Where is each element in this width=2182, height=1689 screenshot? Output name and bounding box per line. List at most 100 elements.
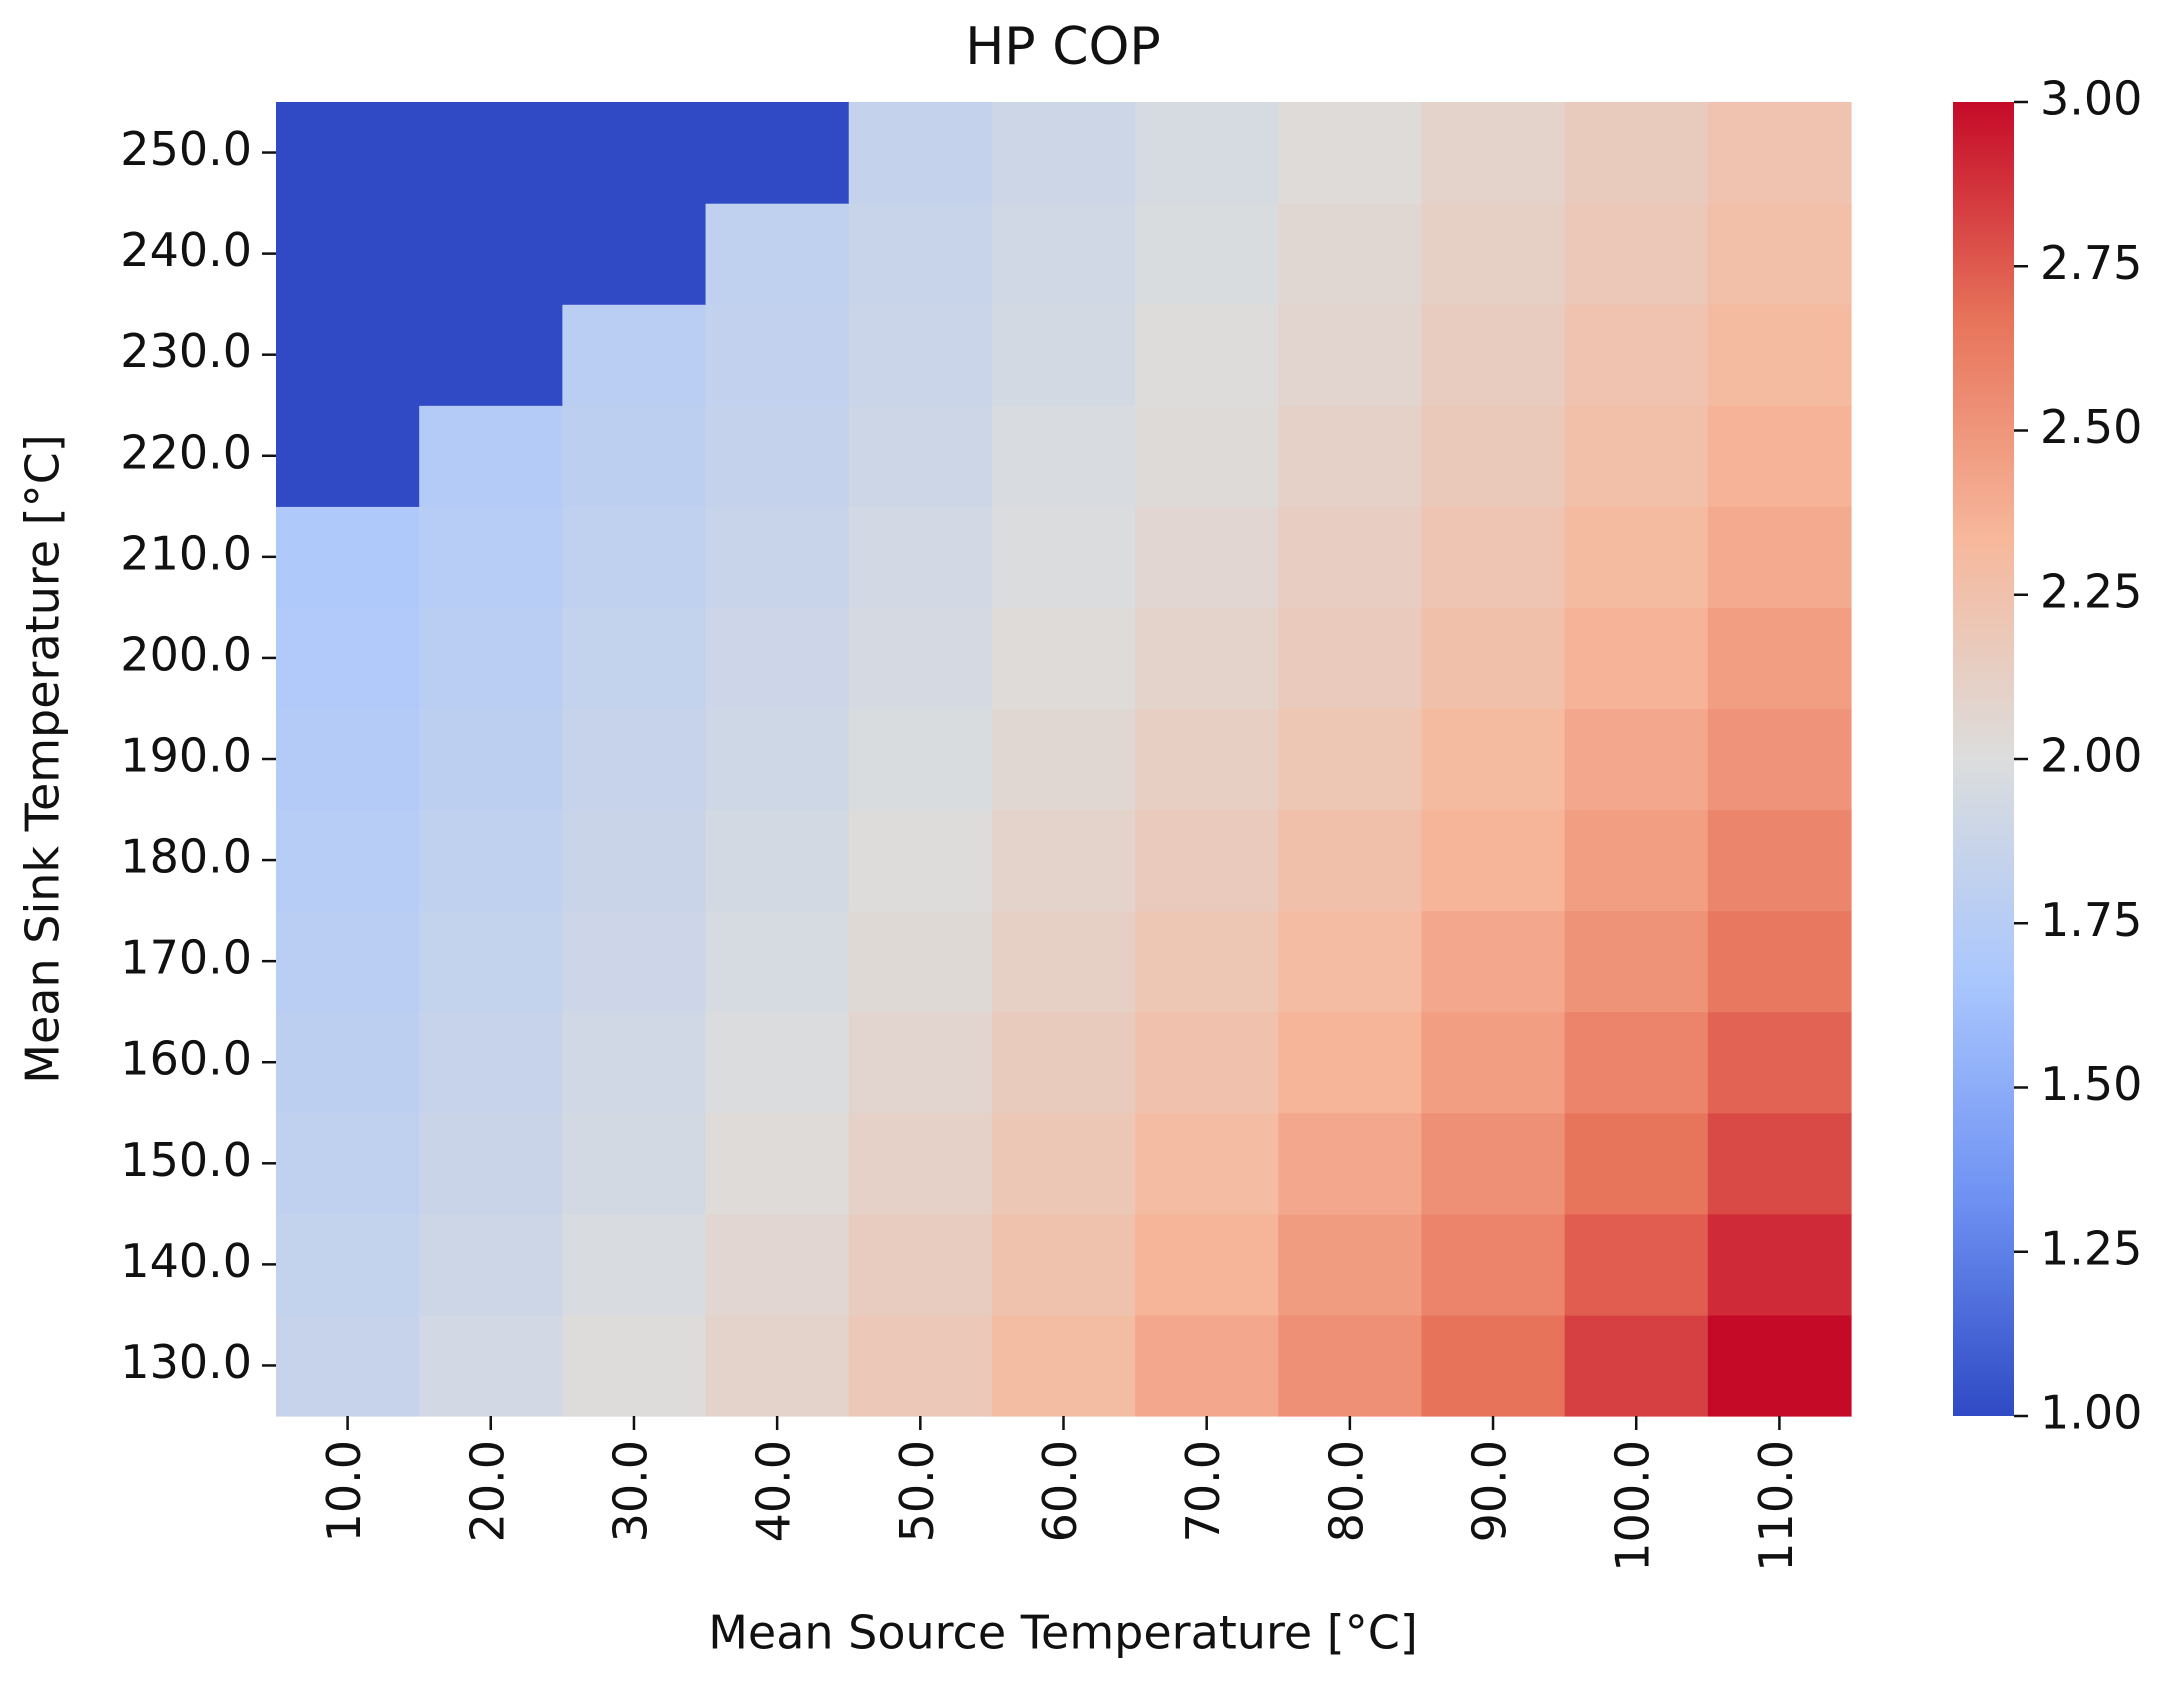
heatmap-cell: [1564, 102, 1709, 204]
heatmap-cell: [1278, 708, 1423, 811]
colorbar-tick-label: 2.50: [2040, 400, 2142, 454]
heatmap-cell: [1421, 405, 1566, 507]
colorbar-tick-label: 2.00: [2040, 729, 2142, 783]
heatmap-cell: [705, 1011, 850, 1114]
colorbar-tick-label: 2.75: [2040, 236, 2142, 290]
heatmap-cell: [562, 1314, 707, 1417]
heatmap-cell: [1421, 1112, 1566, 1215]
heatmap-cell: [419, 506, 563, 608]
heatmap-cell: [991, 910, 1136, 1013]
y-tick-label: 190.0: [120, 729, 252, 783]
heatmap-cell: [1421, 203, 1566, 305]
heatmap-cell: [1564, 405, 1709, 507]
y-tick-label: 150.0: [120, 1133, 252, 1187]
heatmap-cell: [1135, 1011, 1279, 1114]
heatmap-cell: [1707, 708, 1852, 811]
heatmap-cell: [276, 607, 420, 710]
heatmap-cell: [276, 1314, 420, 1417]
heatmap-cell: [1278, 304, 1423, 406]
heatmap-cell: [991, 809, 1136, 912]
heatmap-cell: [848, 809, 993, 912]
heatmap-cell: [419, 1314, 563, 1417]
heatmap-cell: [1564, 1213, 1709, 1316]
heatmap-cell: [1564, 304, 1709, 406]
heatmap-cell: [705, 102, 850, 204]
x-tick-label: 60.0: [1033, 1440, 1087, 1542]
heatmap-cell: [419, 102, 563, 204]
heatmap-cell: [848, 405, 993, 507]
heatmap-cell: [848, 910, 993, 1013]
x-tick-label: 20.0: [460, 1440, 514, 1542]
x-tick-label: 40.0: [747, 1440, 801, 1542]
heatmap-cell: [991, 1011, 1136, 1114]
heatmap-cell: [848, 1011, 993, 1114]
heatmap-cell: [991, 203, 1136, 305]
heatmap-cell: [705, 304, 850, 406]
y-tick-label: 220.0: [120, 425, 252, 479]
heatmap-cell: [1278, 910, 1423, 1013]
heatmap-cell: [1564, 809, 1709, 912]
heatmap-cell: [1421, 506, 1566, 608]
heatmap-cell: [848, 102, 993, 204]
x-tick-label: 50.0: [890, 1440, 944, 1542]
heatmap-cell: [1421, 1314, 1566, 1417]
heatmap-cell: [562, 506, 707, 608]
x-tick-label: 10.0: [317, 1440, 371, 1542]
heatmap-cell: [1707, 102, 1852, 204]
heatmap-cell: [991, 1314, 1136, 1417]
heatmap-cell: [562, 607, 707, 710]
heatmap-cell: [848, 304, 993, 406]
heatmap-cell: [276, 1011, 420, 1114]
x-axis-label: Mean Source Temperature [°C]: [708, 1606, 1418, 1660]
heatmap-cell: [1135, 708, 1279, 811]
heatmap-cell: [562, 203, 707, 305]
heatmap-cell: [705, 910, 850, 1013]
heatmap-cell: [562, 708, 707, 811]
x-tick-label: 100.0: [1606, 1440, 1660, 1572]
heatmap-cell: [1278, 1314, 1423, 1417]
heatmap-cell: [705, 506, 850, 608]
chart-title: HP COP: [965, 17, 1161, 77]
heatmap-cell: [848, 203, 993, 305]
heatmap-cell: [1564, 1011, 1709, 1114]
y-tick-label: 200.0: [120, 627, 252, 681]
heatmap-cell: [276, 809, 420, 912]
heatmap-cell: [705, 1213, 850, 1316]
heatmap-cell: [705, 708, 850, 811]
heatmap-cell: [562, 304, 707, 406]
heatmap-cell: [1707, 304, 1852, 406]
heatmap-cell: [848, 1112, 993, 1215]
heatmap-cell: [705, 203, 850, 305]
heatmap-cell: [1421, 910, 1566, 1013]
y-tick-label: 250.0: [120, 122, 252, 176]
heatmap-cell: [419, 304, 563, 406]
heatmap-cell: [1278, 809, 1423, 912]
heatmap-cell: [562, 102, 707, 204]
heatmap-cell: [1421, 708, 1566, 811]
heatmap-cell: [848, 506, 993, 608]
heatmap-cell: [1135, 1213, 1279, 1316]
x-tick-label: 70.0: [1176, 1440, 1230, 1542]
heatmap-cell: [1135, 506, 1279, 608]
heatmap-cell: [276, 203, 420, 305]
y-tick-label: 240.0: [120, 223, 252, 277]
y-tick-label: 180.0: [120, 830, 252, 884]
heatmap-cell: [705, 405, 850, 507]
heatmap-cell: [1564, 910, 1709, 1013]
heatmap-cell: [1564, 203, 1709, 305]
heatmap-cell: [1135, 910, 1279, 1013]
heatmap-cell: [1564, 708, 1709, 811]
heatmap-cell: [276, 910, 420, 1013]
heatmap-cell: [1707, 1112, 1852, 1215]
heatmap-cell: [1278, 1112, 1423, 1215]
heatmap-cell: [562, 809, 707, 912]
heatmap-cell: [1707, 203, 1852, 305]
heatmap-cell: [419, 1011, 563, 1114]
heatmap-cell: [419, 1213, 563, 1316]
heatmap-cell: [1421, 1213, 1566, 1316]
heatmap-cell: [1707, 809, 1852, 912]
heatmap-cell: [991, 1213, 1136, 1316]
heatmap-cell: [991, 405, 1136, 507]
heatmap-cell: [1421, 607, 1566, 710]
